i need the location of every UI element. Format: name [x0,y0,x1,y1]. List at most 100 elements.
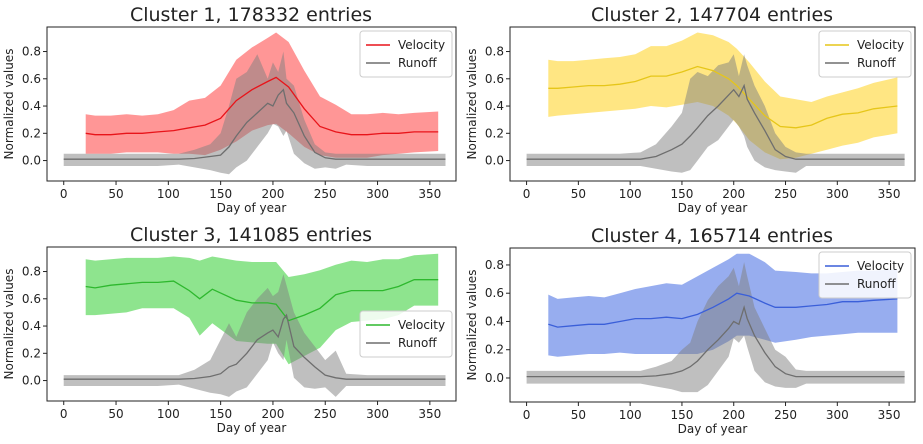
legend-label-runoff: Runoff [398,56,437,70]
velocity-line [85,279,439,322]
y-tick-label: 0.4 [22,319,41,333]
y-tick-label: 0.6 [485,72,504,86]
panel-1: 0 50 100 150 200 250 300 350 0.0 0.2 0.4 0.6 0.8 Day … [2,26,457,215]
runoff-band [63,274,446,397]
plot-area [63,32,446,175]
plot-area [526,253,905,393]
legend-label-velocity: Velocity [398,38,445,52]
y-tick-label: 0.6 [22,72,41,86]
y-tick-label: 0.8 [485,45,504,59]
x-tick-label: 250 [774,408,797,422]
y-tick-label: 0.8 [22,45,41,59]
x-tick-label: 300 [366,187,389,201]
legend-label-runoff: Runoff [857,277,896,291]
legend: Velocity Runoff [359,30,453,78]
runoff-band [526,262,905,393]
panel-3: 0 50 100 150 200 250 300 350 0.0 0.2 0.4 0.6 0.8 Day … [2,246,457,435]
plot-area [63,253,446,397]
legend-label-velocity: Velocity [398,318,445,332]
y-tick-label: 0.0 [485,154,504,168]
x-tick-label: 150 [670,408,693,422]
y-tick-label: 0.4 [22,99,41,113]
x-tick-label: 50 [571,408,586,422]
panel-2-title: Cluster 2, 147704 entries [591,4,833,26]
y-tick-label: 0.0 [22,154,41,168]
runoff-band [526,54,905,173]
legend-label-velocity: Velocity [857,259,904,273]
x-tick-label: 300 [366,407,389,421]
panel-4-title: Cluster 4, 165714 entries [591,225,833,247]
runoff-line [63,313,446,380]
x-tick-label: 350 [878,187,901,201]
legend-label-velocity: Velocity [857,38,904,52]
x-tick-label: 150 [209,187,232,201]
x-tick-label: 100 [619,187,642,201]
x-tick-label: 0 [523,187,531,201]
x-tick-label: 0 [60,187,68,201]
y-axis-label: Normalized values [2,269,16,380]
runoff-line [526,304,905,378]
axes-frame [46,26,457,182]
x-tick-label: 300 [826,408,849,422]
velocity-line [548,65,898,129]
panel-2: 0 50 100 150 200 250 300 350 0.0 0.2 0.4 0.6 0.8 Day … [465,26,916,215]
legend-box [818,251,912,299]
x-axis-label: Day of year [217,201,287,215]
plot-area [526,32,905,173]
x-tick-label: 200 [261,187,284,201]
velocity-line [548,292,898,328]
axes-frame [509,26,916,182]
x-tick-label: 350 [878,408,901,422]
x-tick-label: 100 [157,407,180,421]
y-tick-label: 0.8 [22,265,41,279]
y-tick-label: 0.4 [485,314,504,328]
legend-label-runoff: Runoff [857,56,896,70]
runoff-band [63,51,446,175]
x-tick-label: 350 [418,407,441,421]
legend-box [359,30,453,78]
x-tick-label: 100 [619,408,642,422]
y-tick-label: 0.2 [22,126,41,140]
axes-frame [46,246,457,402]
y-tick-label: 0.6 [22,292,41,306]
legend-label-runoff: Runoff [398,336,437,350]
x-tick-label: 250 [314,187,337,201]
y-axis-label: Normalized values [465,270,479,381]
x-tick-label: 50 [108,407,123,421]
y-tick-label: 0.4 [485,99,504,113]
x-tick-label: 0 [523,408,531,422]
x-axis-label: Day of year [678,201,748,215]
x-tick-label: 250 [314,407,337,421]
x-tick-label: 0 [60,407,68,421]
x-tick-label: 150 [670,187,693,201]
x-tick-label: 50 [108,187,123,201]
x-tick-label: 150 [209,407,232,421]
panel-1-title: Cluster 1, 178332 entries [130,4,372,26]
y-tick-label: 0.8 [485,258,504,272]
legend-box [359,310,453,358]
y-tick-label: 0.2 [22,346,41,360]
x-axis-label: Day of year [678,422,748,436]
y-tick-label: 0.6 [485,286,504,300]
y-tick-label: 0.2 [485,343,504,357]
x-tick-label: 100 [157,187,180,201]
panel-3-title: Cluster 3, 141085 entries [130,224,372,246]
velocity-line [85,76,439,136]
panel-4: 0 50 100 150 200 250 300 350 0.0 0.2 0.4 0.6 0.8 Day … [465,247,916,436]
x-tick-label: 300 [826,187,849,201]
x-tick-label: 250 [774,187,797,201]
x-tick-label: 50 [571,187,586,201]
y-tick-label: 0.0 [485,371,504,385]
legend: Velocity Runoff [359,310,453,358]
x-axis-label: Day of year [217,421,287,435]
x-tick-label: 350 [418,187,441,201]
legend: Velocity Runoff [818,251,912,299]
runoff-line [63,88,446,160]
legend: Velocity Runoff [818,30,912,78]
x-tick-label: 200 [722,408,745,422]
y-tick-label: 0.2 [485,126,504,140]
x-tick-label: 200 [722,187,745,201]
legend-box [818,30,912,78]
axes-frame [509,247,916,403]
